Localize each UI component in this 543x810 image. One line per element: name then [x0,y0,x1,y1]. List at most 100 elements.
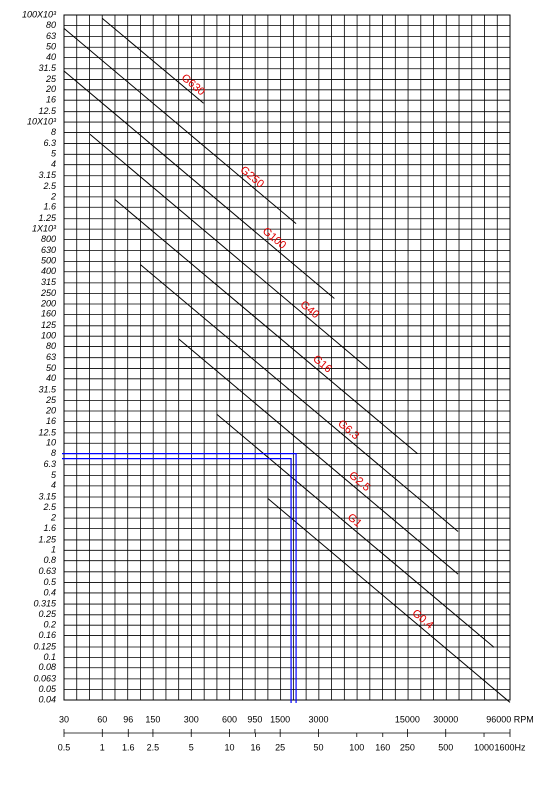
y-tick-label: 315 [41,277,57,287]
y-tick-label: 5 [51,149,57,159]
x2-tick-label: 250 [400,742,415,752]
x-tick-label: 30000 [433,714,458,724]
y-tick-label: 250 [40,288,56,298]
plot-border [63,14,511,701]
y-tick-label: 4 [51,480,56,490]
grade-line [101,17,204,104]
y-tick-label: 1 [51,545,56,555]
y-tick-label: 0.4 [43,587,56,597]
y-tick-label: 1.25 [38,534,57,544]
y-tick-label: 1.6 [43,202,56,212]
y-tick-label: 20 [45,84,56,94]
y-tick-label: 12.5 [38,427,57,437]
x2-tick-label: 1 [100,742,105,752]
x2-tick-label: 10 [225,742,235,752]
y-tick-label: 400 [41,266,56,276]
series-label: G40 [298,299,322,322]
y-tick-label: 80 [46,341,56,351]
y-tick-label: 6.3 [43,138,56,148]
y-tick-label: 16 [46,95,56,105]
grade-line [216,413,495,648]
y-tick-label: 4 [51,159,56,169]
y-tick-label: 100X10³ [22,9,57,19]
grade-line [267,498,511,703]
y-tick-label: 63 [46,352,56,362]
reference-line [62,458,292,703]
x-tick-label: 60 [97,714,107,724]
y-tick-label: 10 [46,438,56,448]
y-tick-label: 25 [45,395,57,405]
y-tick-label: 31.5 [38,384,57,394]
y-tick-label: 0.08 [38,662,56,672]
x2-tick-label: 160 [375,742,390,752]
x2-tick-label: 0.5 [58,742,71,752]
y-tick-label: 100 [41,331,56,341]
y-tick-label: 3.15 [38,491,57,501]
x-tick-label: 950 [247,714,262,724]
y-tick-label: 0.04 [38,694,56,704]
x-tick-label: 30 [59,714,69,724]
x2-tick-label: 5 [189,742,194,752]
y-tick-label: 50 [46,363,56,373]
series-label: G0.4 [410,607,436,632]
y-tick-label: 0.8 [43,555,56,565]
x-tick-label: 96 [123,714,133,724]
series-label: G16 [310,353,334,376]
grade-line [63,70,335,299]
x2-tick-label: 1600Hz [494,742,526,752]
y-tick-label: 5 [51,470,57,480]
x2-tick-label: 16 [251,742,261,752]
x2-tick-label: 100 [349,742,364,752]
y-tick-label: 500 [41,256,56,266]
y-tick-label: 0.05 [38,684,57,694]
y-tick-label: 0.16 [38,630,56,640]
y-tick-label: 0.315 [33,598,57,608]
y-tick-label: 125 [41,320,57,330]
y-tick-label: 2 [50,512,56,522]
grade-line [63,27,297,225]
x2-tick-label: 500 [438,742,453,752]
y-tick-label: 630 [41,245,56,255]
grade-line [114,198,418,455]
y-tick-label: 10X10³ [27,116,57,126]
x-tick-label: 3000 [308,714,328,724]
y-tick-label: 16 [46,416,56,426]
y-tick-label: 25 [45,74,57,84]
y-tick-label: 31.5 [38,63,57,73]
x-tick-label: 15000 [395,714,420,724]
y-tick-label: 40 [46,52,56,62]
y-tick-label: 2.5 [42,181,57,191]
grade-line [89,133,370,370]
y-tick-label: 0.125 [33,641,57,651]
y-tick-label: 1X10³ [32,224,57,234]
y-tick-label: 6.3 [43,459,56,469]
x2-tick-label: 1.6 [122,742,135,752]
y-tick-label: 2 [50,191,56,201]
x2-tick-label: 1000 [474,742,494,752]
series-label: G1 [345,511,364,530]
y-tick-label: 0.25 [38,609,57,619]
x-tick-label: 150 [145,714,160,724]
y-tick-label: 3.15 [38,170,57,180]
grade-line [178,338,459,575]
y-tick-label: 0.5 [43,577,57,587]
y-tick-label: 2.5 [42,502,57,512]
y-tick-label: 800 [41,234,56,244]
x-tick-label: 600 [222,714,237,724]
y-tick-label: 80 [46,20,56,30]
x-tick-label: 96000 RPM [486,714,534,724]
y-tick-label: 160 [41,309,56,319]
y-tick-label: 200 [40,298,56,308]
x-tick-label: 300 [184,714,199,724]
y-tick-label: 8 [51,127,56,137]
y-tick-label: 63 [46,31,56,41]
y-tick-label: 0.63 [38,566,56,576]
y-tick-label: 1.6 [43,523,56,533]
y-tick-label: 0.063 [33,673,56,683]
y-tick-label: 0.1 [43,652,56,662]
x2-tick-label: 50 [313,742,323,752]
reference-line [62,453,297,703]
grade-line [140,264,459,532]
